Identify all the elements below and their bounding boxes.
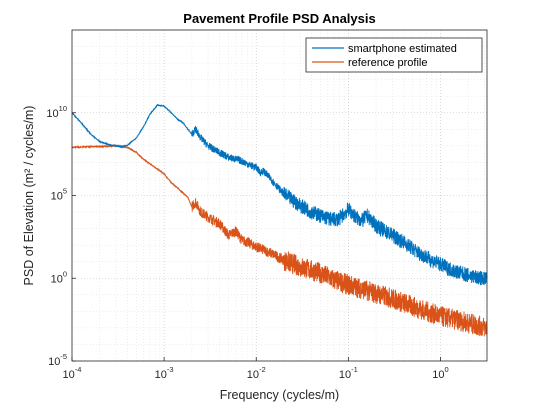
series-line-smartphone-estimated: [71, 103, 488, 286]
y-tick-label: 10-5: [48, 352, 67, 368]
y-tick-label: 1010: [46, 104, 67, 120]
y-tick-label: 100: [51, 269, 67, 285]
x-tick-label: 100: [432, 365, 448, 381]
x-tick-label: 10-3: [155, 365, 174, 381]
legend-label: reference profile: [348, 57, 428, 69]
legend-box: [305, 37, 483, 73]
legend: smartphone estimated reference profile: [305, 37, 483, 73]
series-line-reference-profile: [71, 144, 488, 337]
legend-label: smartphone estimated: [348, 43, 457, 55]
series-lines: [71, 103, 488, 337]
y-axis-label: PSD of Elevation (m² / cycles/m): [22, 106, 36, 286]
x-tick-label: 10-2: [247, 365, 266, 381]
chart-title: Pavement Profile PSD Analysis: [183, 11, 375, 26]
ticks: 10-4 10-3 10-2 10-1 100 10-5 100 105 1010: [46, 104, 448, 381]
x-axis-label: Frequency (cycles/m): [220, 388, 339, 402]
y-tick-label: 105: [51, 187, 67, 203]
x-tick-label: 10-1: [339, 365, 358, 381]
x-tick-label: 10-4: [63, 365, 82, 381]
